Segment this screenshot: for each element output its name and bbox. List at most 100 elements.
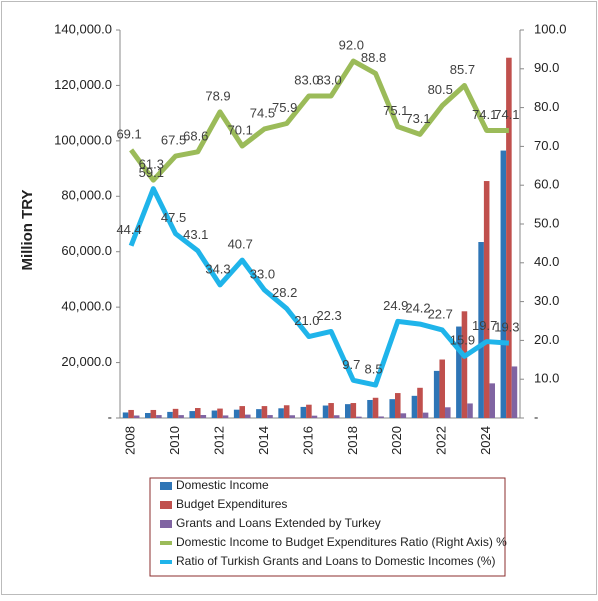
legend-label: Grants and Loans Extended by Turkey xyxy=(176,516,381,530)
legend-label: Domestic Income to Budget Expenditures R… xyxy=(176,535,507,549)
bar xyxy=(300,406,307,418)
data-label: 75.1 xyxy=(383,103,408,118)
y2-tick-label: 20.0 xyxy=(534,332,559,347)
data-label: 59.1 xyxy=(139,165,164,180)
data-label: 21.0 xyxy=(294,313,319,328)
data-label: 85.7 xyxy=(450,62,475,77)
bar xyxy=(328,403,334,418)
y-tick-label: 60,000.0 xyxy=(61,243,112,258)
data-label: 40.7 xyxy=(228,237,253,252)
data-label: 43.1 xyxy=(183,227,208,242)
y-tick-label: 80,000.0 xyxy=(61,188,112,203)
bar xyxy=(145,413,151,418)
data-label: 69.1 xyxy=(116,126,141,141)
legend-label: Budget Expenditures xyxy=(176,497,287,511)
y2-tick-label: 90.0 xyxy=(534,60,559,75)
legend-swatch xyxy=(160,501,172,509)
y-tick-label: 20,000.0 xyxy=(61,354,112,369)
y2-tick-label: 40.0 xyxy=(534,254,559,269)
data-label: 61.3 xyxy=(139,157,164,172)
legend-box xyxy=(149,477,506,577)
data-label: 88.8 xyxy=(361,50,386,65)
bar xyxy=(222,415,229,418)
bar xyxy=(456,326,462,418)
bar xyxy=(311,415,318,418)
bar xyxy=(439,359,445,418)
bar xyxy=(478,242,484,418)
x-tick-label: 2024 xyxy=(478,426,493,455)
data-label: 19.7 xyxy=(472,318,497,333)
bar xyxy=(172,408,179,418)
bar xyxy=(345,404,351,418)
data-label: 22.7 xyxy=(428,306,453,321)
bar xyxy=(133,415,140,418)
y2-tick-label: 100.0 xyxy=(534,21,567,36)
data-label: 74.1 xyxy=(472,107,497,122)
y2-tick-label: 30.0 xyxy=(534,293,559,308)
bar xyxy=(511,366,518,418)
y-tick-label: 120,000.0 xyxy=(54,77,112,92)
y2-tick-label: 80.0 xyxy=(534,99,559,114)
bar xyxy=(461,311,468,418)
data-label: 75.9 xyxy=(272,100,297,115)
bar xyxy=(278,408,284,418)
bar xyxy=(372,397,379,418)
x-tick-label: 2016 xyxy=(300,426,315,455)
bar xyxy=(422,412,429,418)
legend-label: Domestic Income xyxy=(176,478,269,492)
legend-swatch xyxy=(160,482,172,490)
x-tick-label: 2022 xyxy=(434,426,449,455)
data-label: 67.5 xyxy=(161,133,186,148)
data-label: 15.9 xyxy=(450,333,475,348)
bar xyxy=(506,57,512,418)
bar xyxy=(467,403,473,418)
bar xyxy=(200,415,207,418)
bar xyxy=(211,410,218,418)
bar xyxy=(367,399,373,418)
data-label: 44.4 xyxy=(116,222,141,237)
bar xyxy=(156,415,162,418)
x-tick-label: 2014 xyxy=(256,426,271,455)
y-tick-label: - xyxy=(108,409,112,424)
data-label: 83.0 xyxy=(316,72,341,87)
y2-tick-label: 10.0 xyxy=(534,371,559,386)
x-tick-label: 2010 xyxy=(167,426,182,455)
data-label: 70.1 xyxy=(228,122,253,137)
data-label: 19.3 xyxy=(494,320,519,335)
y-tick-label: 140,000.0 xyxy=(54,21,112,36)
bar xyxy=(239,406,245,418)
bar xyxy=(395,393,401,418)
data-label: 8.5 xyxy=(365,361,383,376)
data-label: 24.2 xyxy=(405,301,430,316)
data-label: 78.9 xyxy=(205,88,230,103)
bar xyxy=(411,395,418,418)
data-label: 34.3 xyxy=(205,261,230,276)
bar xyxy=(333,415,340,418)
bar xyxy=(389,399,395,418)
bar xyxy=(483,181,490,418)
y2-tick-label: - xyxy=(534,409,538,424)
bar xyxy=(283,405,290,418)
legend-label: Ratio of Turkish Grants and Loans to Dom… xyxy=(176,554,495,568)
y-tick-label: 40,000.0 xyxy=(61,299,112,314)
bar xyxy=(245,414,251,418)
x-tick-label: 2008 xyxy=(123,426,138,455)
data-label: 24.9 xyxy=(383,298,408,313)
bar xyxy=(500,150,507,419)
bar xyxy=(167,411,173,418)
y2-tick-label: 70.0 xyxy=(534,138,559,153)
data-label: 68.6 xyxy=(183,128,208,143)
bar xyxy=(433,370,440,418)
x-tick-label: 2018 xyxy=(345,426,360,455)
bar xyxy=(400,413,407,418)
y2-tick-label: 60.0 xyxy=(534,177,559,192)
bar xyxy=(267,415,273,418)
bar xyxy=(261,406,268,418)
data-label: 28.2 xyxy=(272,285,297,300)
data-label: 47.5 xyxy=(161,210,186,225)
data-label: 74.1 xyxy=(494,107,519,122)
data-label: 74.5 xyxy=(250,105,275,120)
bar xyxy=(195,408,201,418)
